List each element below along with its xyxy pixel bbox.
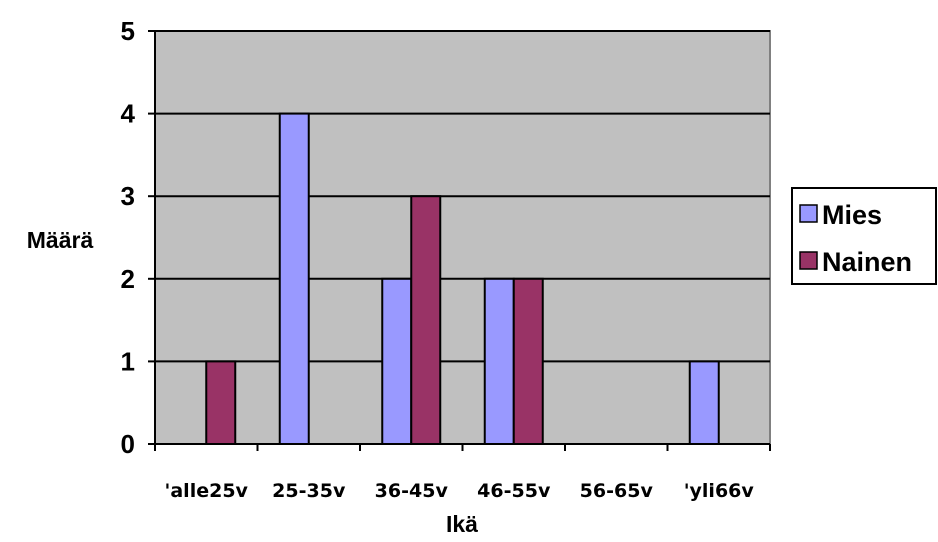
- bar-mies-5: [690, 361, 719, 444]
- x-ticks: 'alle25v 25-35v 36-45v 46-55v 56-65v 'yli66v: [155, 444, 770, 502]
- bar-mies-3: [485, 279, 514, 444]
- y-tick-label-4: 4: [121, 99, 136, 129]
- x-tick-label-2: 36-45v: [375, 480, 449, 502]
- x-tick-label-0: 'alle25v: [165, 480, 249, 502]
- bar-nainen-0: [206, 361, 235, 444]
- y-ticks: 0 1 2 3 4 5: [121, 16, 155, 459]
- y-tick-label-0: 0: [121, 429, 135, 459]
- y-tick-label-2: 2: [121, 264, 135, 294]
- bar-mies-2: [382, 279, 411, 444]
- x-tick-label-1: 25-35v: [272, 480, 346, 502]
- y-tick-label-1: 1: [121, 346, 135, 376]
- x-axis-title: Ikä: [446, 511, 478, 537]
- bar-mies-1: [280, 114, 309, 444]
- bar-nainen-3: [514, 279, 543, 444]
- plot-area: [155, 31, 770, 444]
- legend-swatch-mies: [800, 205, 817, 222]
- y-axis-title: Määrä: [27, 227, 94, 253]
- x-tick-label-3: 46-55v: [477, 480, 551, 502]
- legend-swatch-nainen: [800, 252, 817, 269]
- legend-label-nainen: Nainen: [822, 247, 912, 277]
- legend-label-mies: Mies: [822, 200, 882, 230]
- y-tick-label-3: 3: [121, 181, 135, 211]
- legend: Mies Nainen: [792, 188, 936, 284]
- x-tick-label-4: 56-65v: [580, 480, 654, 502]
- bar-nainen-2: [411, 196, 440, 444]
- y-tick-label-5: 5: [121, 16, 135, 46]
- x-tick-label-5: 'yli66v: [684, 480, 755, 502]
